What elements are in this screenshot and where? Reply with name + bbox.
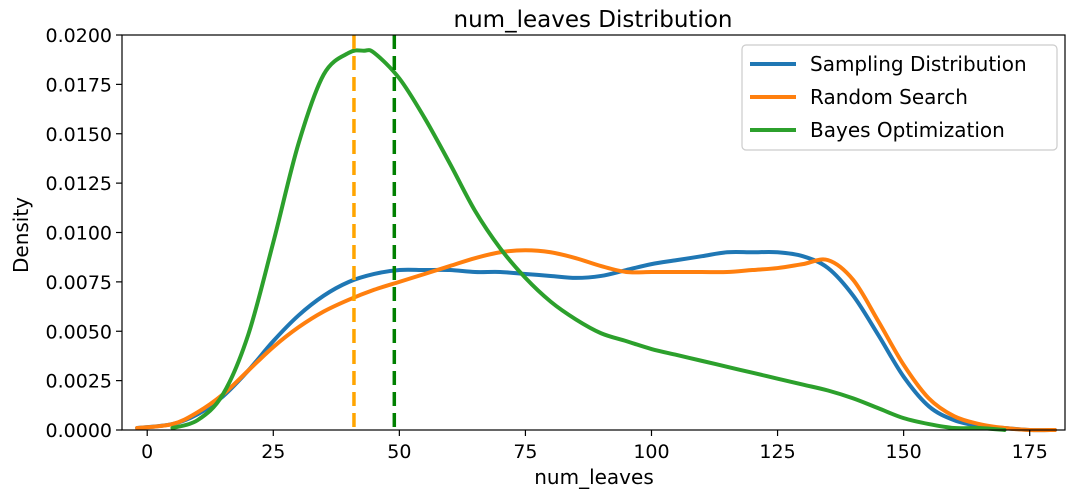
x-tick-label: 175: [1012, 441, 1048, 463]
y-tick-label: 0.0075: [46, 272, 112, 294]
x-tick-label: 75: [513, 441, 537, 463]
legend-label-bayes-optimization: Bayes Optimization: [810, 118, 1005, 142]
x-tick-label: 100: [633, 441, 669, 463]
y-axis: 0.0000 0.0025 0.0050 0.0075 0.0100 0.0125 0.01…: [46, 25, 122, 442]
y-tick-label: 0.0025: [46, 371, 112, 393]
x-tick-label: 25: [261, 441, 285, 463]
y-tick-label: 0.0150: [46, 124, 112, 146]
y-tick-label: 0.0175: [46, 74, 112, 96]
y-tick-label: 0.0000: [46, 420, 112, 442]
y-tick-label: 0.0050: [46, 321, 112, 343]
y-axis-label: Density: [9, 197, 33, 273]
series-line-bayes-optimization: [170, 48, 1007, 432]
x-axis: 0 25 50 75 100 125 150 175: [141, 430, 1048, 463]
y-tick-label: 0.0100: [46, 223, 112, 245]
chart-title: num_leaves Distribution: [454, 7, 733, 33]
y-tick-label: 0.0200: [46, 25, 112, 47]
legend-box: [741, 44, 1058, 151]
y-tick-label: 0.0125: [46, 173, 112, 195]
plot-area: [135, 35, 1057, 433]
series-line-random-search: [135, 248, 1057, 433]
x-tick-label: 0: [141, 441, 153, 463]
x-tick-label: 150: [885, 441, 921, 463]
x-tick-label: 50: [387, 441, 411, 463]
x-tick-label: 125: [759, 441, 795, 463]
legend-label-sampling-distribution: Sampling Distribution: [810, 52, 1027, 76]
series-line-sampling-distribution: [135, 249, 1057, 433]
x-axis-label: num_leaves: [534, 465, 654, 489]
legend-label-random-search: Random Search: [810, 85, 968, 109]
legend: Sampling Distribution Random Search Bayes …: [741, 44, 1058, 151]
